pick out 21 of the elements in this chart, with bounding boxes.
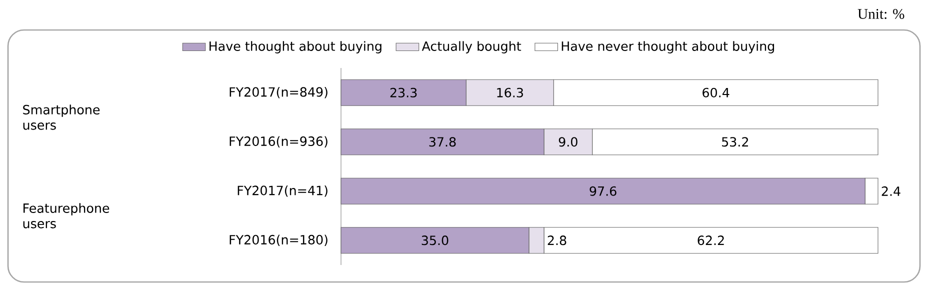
text: Unit: % (858, 9, 904, 19)
data-label: 16.3 (497, 88, 523, 98)
data-label: 9.0 (558, 137, 578, 147)
data-label: 62.2 (698, 236, 724, 246)
text: Featurephone users (23, 203, 110, 228)
data-label: 35.0 (422, 236, 448, 246)
data-label: 97.6 (590, 186, 616, 196)
data-label: 2.8 (548, 236, 566, 246)
data-label: 37.8 (429, 137, 456, 147)
legend-label: Have never thought about buying (562, 41, 774, 54)
y-tick-label: FY2017(n=41) (238, 185, 328, 197)
data-label: 53.2 (722, 137, 748, 147)
y-tick-label: FY2016(n=180) (230, 234, 328, 246)
y-tick-label: FY2017(n=849) (230, 86, 328, 98)
data-label: 2.4 (882, 186, 900, 196)
legend-label: Actually bought (422, 41, 522, 54)
legend-label: Have thought about buying (210, 41, 382, 54)
text: Smartphone users (23, 104, 100, 130)
data-label: 23.3 (390, 88, 417, 98)
y-tick-label: FY2016(n=936) (230, 136, 328, 148)
data-label: 60.4 (702, 88, 730, 98)
